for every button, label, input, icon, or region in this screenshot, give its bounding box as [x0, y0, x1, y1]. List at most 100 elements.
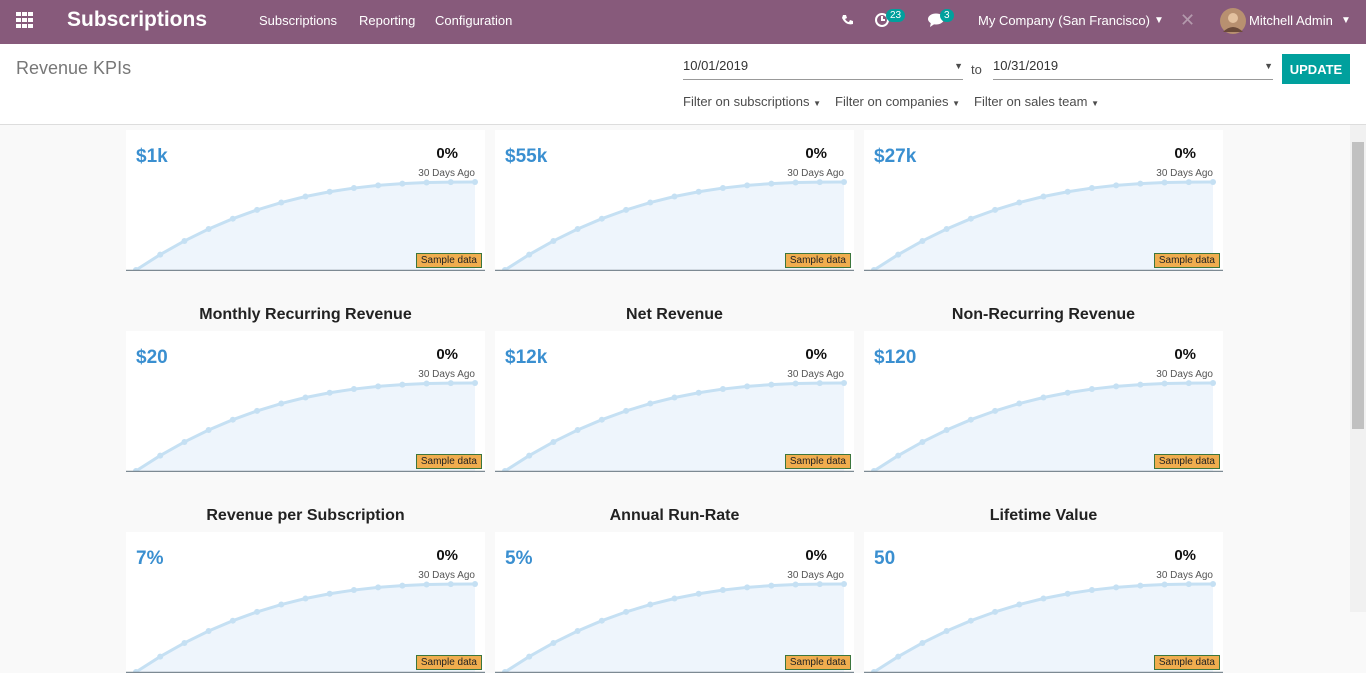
sparkline-point — [816, 581, 823, 588]
kpi-delta: 0% — [805, 145, 827, 162]
caret: ▼ — [1154, 15, 1164, 26]
date-to[interactable]: 10/31/2019 ▼ — [993, 58, 1273, 80]
menu-item[interactable]: Configuration — [435, 13, 513, 28]
date-text: 10/31/2019 — [993, 58, 1059, 73]
sparkline-point — [302, 595, 309, 602]
sparkline-point — [768, 381, 775, 388]
sparkline — [864, 179, 1223, 271]
sparkline-point — [350, 587, 357, 594]
navbar: Subscriptions Subscriptions Reporting Co… — [0, 0, 1366, 44]
sparkline-point — [1040, 595, 1047, 602]
sparkline-point — [598, 215, 605, 222]
close-icon[interactable]: ✕ — [1180, 10, 1196, 30]
sparkline-point — [695, 590, 702, 597]
user-menu[interactable]: Mitchell Admin — [1249, 13, 1333, 28]
sparkline-point — [1064, 188, 1071, 195]
kpi-period: 30 Days Ago — [787, 369, 844, 380]
caret: ▼ — [954, 61, 963, 71]
avatar[interactable] — [1220, 8, 1246, 34]
kpi-period: 30 Days Ago — [1156, 570, 1213, 581]
sparkline-point — [375, 584, 382, 591]
kpi-title: Revenue per Subscription — [206, 507, 405, 524]
sparkline — [495, 179, 854, 271]
kpi-period: 30 Days Ago — [787, 570, 844, 581]
kpi-delta: 0% — [1174, 145, 1196, 162]
sparkline-point — [943, 427, 950, 434]
sparkline-point — [423, 380, 430, 387]
sparkline-point — [895, 251, 902, 258]
app-name[interactable]: Subscriptions — [67, 8, 208, 31]
filter-dropdown[interactable]: Filter on companies ▼ — [835, 94, 960, 109]
filter-dropdown[interactable]: Filter on subscriptions ▼ — [683, 94, 821, 109]
kpi-period: 30 Days Ago — [418, 168, 475, 179]
sparkline-point — [816, 179, 823, 186]
filter-dropdown[interactable]: Filter on sales team ▼ — [974, 94, 1099, 109]
sparkline-area — [136, 383, 475, 471]
scroll-thumb[interactable] — [1352, 142, 1364, 429]
kpi-card: $120 0% 30 Days Ago Sample data — [864, 331, 1223, 472]
sparkline-point — [229, 215, 236, 222]
date-from[interactable]: 10/01/2019 ▼ — [683, 58, 963, 80]
sparkline-point — [598, 416, 605, 423]
sparkline — [126, 179, 485, 271]
sparkline-point — [205, 628, 212, 635]
sparkline-point — [647, 601, 654, 608]
kpi-period: 30 Days Ago — [787, 168, 844, 179]
phone-icon[interactable] — [841, 14, 853, 26]
kpi-card: 5% 0% 30 Days Ago Sample data — [495, 532, 854, 673]
kpi-value: $55k — [505, 146, 548, 167]
sparkline-point — [229, 617, 236, 624]
sparkline-point — [326, 188, 333, 195]
sparkline-point — [550, 237, 557, 244]
sparkline-point — [157, 653, 164, 660]
kpi-title: Lifetime Value — [989, 507, 1098, 524]
sparkline-point — [598, 617, 605, 624]
menu-item[interactable]: Subscriptions — [259, 13, 338, 28]
filter-text: Filter on sales team — [974, 94, 1088, 109]
sparkline-point — [943, 628, 950, 635]
sparkline-point — [744, 383, 751, 390]
sparkline-point — [447, 179, 454, 186]
apps-icon[interactable] — [16, 12, 34, 28]
sparkline-point — [205, 226, 212, 233]
caret: ▼ — [952, 99, 960, 108]
sparkline-point — [350, 185, 357, 192]
sparkline-point — [157, 251, 164, 258]
sparkline-point — [472, 380, 478, 386]
sparkline-point — [375, 383, 382, 390]
sparkline-point — [1161, 179, 1168, 186]
sparkline-point — [550, 438, 557, 445]
kpi-value: 5% — [505, 548, 533, 569]
sparkline — [126, 581, 485, 673]
kpi-delta: 0% — [436, 547, 458, 564]
update-button[interactable]: UPDATE — [1282, 54, 1350, 84]
sparkline-point — [302, 394, 309, 401]
sparkline-point — [647, 199, 654, 206]
kpi-value: $27k — [874, 146, 917, 167]
sparkline-point — [1161, 380, 1168, 387]
kpi-title: Annual Run-Rate — [609, 507, 740, 524]
sparkline-point — [399, 180, 406, 187]
sparkline — [495, 581, 854, 673]
sparkline-point — [574, 427, 581, 434]
filter-text: Filter on subscriptions — [683, 94, 810, 109]
kpi-delta: 0% — [805, 346, 827, 363]
page-title: Revenue KPIs — [16, 58, 132, 78]
sparkline-point — [423, 179, 430, 186]
sparkline-area — [505, 383, 844, 471]
kpi-card: 50 0% 30 Days Ago Sample data — [864, 532, 1223, 673]
kpi-card: 7% 0% 30 Days Ago Sample data — [126, 532, 485, 673]
sparkline-point — [1088, 185, 1095, 192]
caret: ▼ — [1091, 99, 1099, 108]
company-switcher[interactable]: My Company (San Francisco) — [978, 13, 1150, 28]
sparkline — [864, 380, 1223, 472]
sample-badge: Sample data — [784, 454, 851, 469]
sparkline-point — [1137, 180, 1144, 187]
sparkline-point — [841, 380, 847, 386]
control-panel: Revenue KPIs 10/01/2019 ▼ to 10/31/2019 ▼ … — [0, 44, 1366, 125]
sparkline-point — [1040, 394, 1047, 401]
sparkline-point — [205, 427, 212, 434]
menu-item[interactable]: Reporting — [359, 13, 416, 28]
kpi-period: 30 Days Ago — [418, 369, 475, 380]
kpi-card: $27k 0% 30 Days Ago Sample data — [864, 130, 1223, 271]
